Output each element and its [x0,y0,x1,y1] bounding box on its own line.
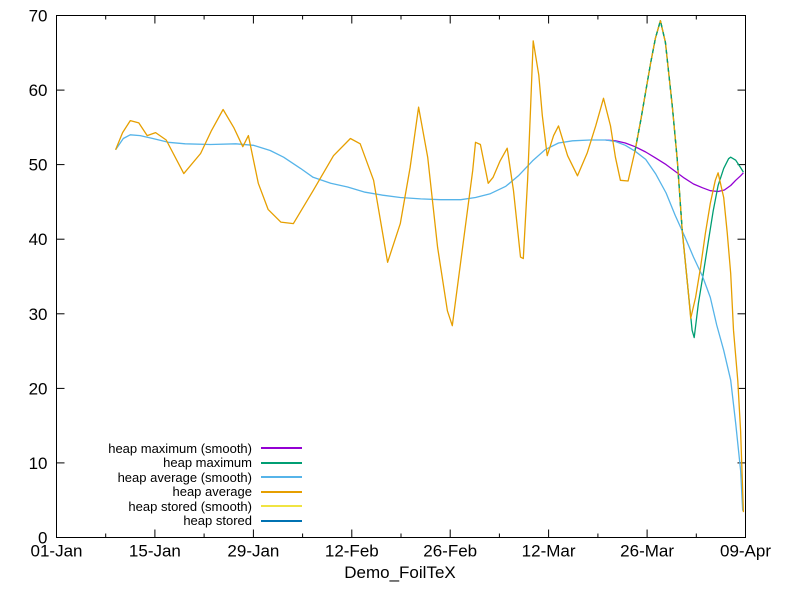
series-line [114,20,745,513]
legend-label: heap stored (smooth) [128,498,252,514]
x-tick-label: 26-Feb [423,542,477,561]
legend-line-sample [261,490,302,493]
series-line [605,139,744,193]
legend-label: heap average (smooth) [117,469,252,485]
legend-label: heap maximum (smooth) [108,440,252,456]
legend-line-sample [261,447,302,450]
legend-line-sample [261,476,302,479]
x-axis-title: Demo_FoilTeX [344,563,456,582]
legend-label: heap stored [183,513,252,529]
legend-item-heap-average: heap average [56,484,302,500]
x-tick-label: 29-Jan [227,542,279,561]
series-line [634,20,744,339]
y-tick-label: 60 [29,81,48,100]
x-tick-label: 12-Feb [325,542,379,561]
legend-item-heap-stored: heap stored [56,513,302,529]
y-tick-label: 10 [29,454,48,473]
legend-line-sample [261,461,302,464]
legend-label: heap maximum [163,455,252,471]
y-tick-label: 0 [38,529,47,548]
series-line [115,134,744,511]
x-tick-label: 12-Mar [522,542,576,561]
legend-line-sample [261,519,302,522]
y-tick-label: 20 [29,379,48,398]
x-tick-label: 15-Jan [129,542,181,561]
y-tick-label: 30 [29,305,48,324]
y-tick-label: 50 [29,156,48,175]
series-line-overlap-dashes [634,20,683,231]
legend-item-heap-average-smooth: heap average (smooth) [56,470,302,485]
x-tick-label: 09-Apr [720,542,771,561]
legend-item-heap-stored-smooth: heap stored (smooth) [56,499,302,514]
x-tick-label: 01-Jan [31,542,83,561]
y-tick-label: 40 [29,230,48,249]
x-tick-label: 26-Mar [620,542,674,561]
legend-line-sample [261,505,302,508]
legend-item-heap-maximum-smooth: heap maximum (smooth) [56,441,302,456]
legend-item-heap-maximum: heap maximum [56,455,302,471]
chart-legend: heap maximum (smooth) heap maximum heap … [56,441,302,528]
legend-label: heap average [172,484,252,500]
y-tick-label: 70 [29,7,48,26]
